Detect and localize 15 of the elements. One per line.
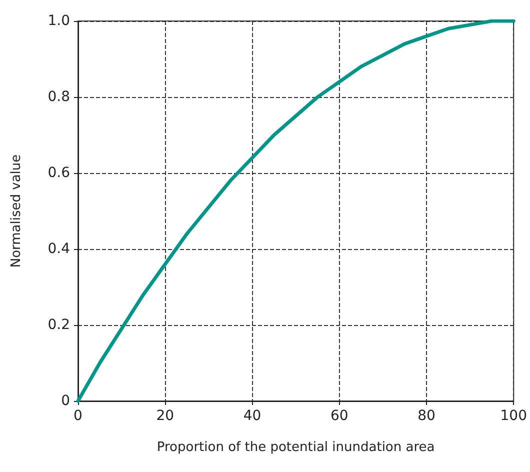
x-tick-label: 0 bbox=[74, 408, 82, 424]
line-series bbox=[76, 19, 516, 403]
x-tick-label: 80 bbox=[418, 408, 436, 424]
y-tick-label: 0.6 bbox=[48, 165, 70, 181]
y-axis-title: Normalised value bbox=[9, 154, 24, 268]
x-tick-label: 100 bbox=[500, 408, 528, 424]
x-tick-label: 60 bbox=[330, 408, 348, 424]
y-tick-label: 0.2 bbox=[48, 317, 70, 333]
y-tick-label: 0 bbox=[61, 393, 70, 409]
y-tick-label: 1.0 bbox=[48, 13, 70, 29]
y-tick-label: 0.4 bbox=[48, 241, 70, 257]
x-axis-title: Proportion of the potential inundation area bbox=[156, 440, 435, 455]
x-tick-label: 20 bbox=[156, 408, 174, 424]
x-tick-label: 40 bbox=[243, 408, 262, 424]
y-tick-label: 0.8 bbox=[48, 89, 70, 105]
